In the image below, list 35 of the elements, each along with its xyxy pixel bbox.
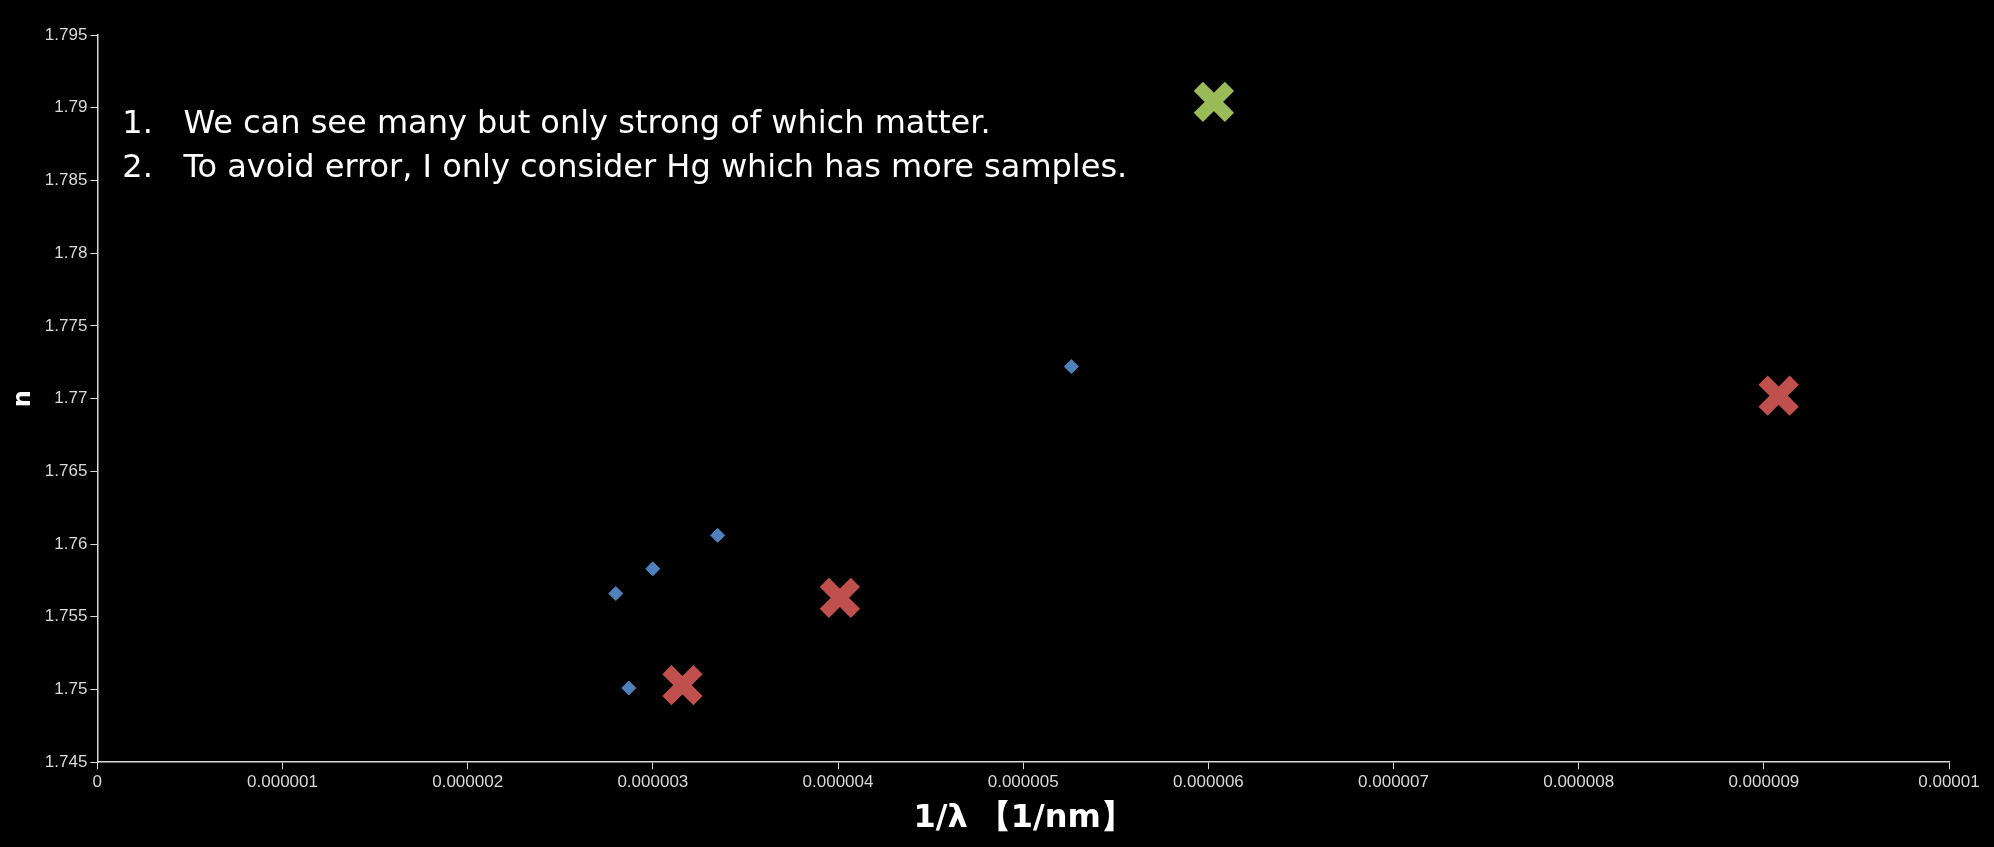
point <box>1756 373 1801 418</box>
y-tick-label: 1.78 <box>54 242 88 262</box>
point <box>1063 359 1079 375</box>
annotation: 1. We can see many but only strong of which matter. <box>122 103 991 142</box>
y-tick-label: 1.77 <box>54 388 88 408</box>
annotation: 2. To avoid error, I only consider Hg which has more samples. <box>122 147 1128 186</box>
point <box>817 575 862 620</box>
point <box>645 561 661 577</box>
y-tick-label: 1.785 <box>44 170 88 190</box>
x-tick-label: 0.000003 <box>617 772 689 792</box>
y-tick-label: 1.775 <box>44 315 88 335</box>
y-tick-label: 1.755 <box>44 606 88 626</box>
y-tick-label: 1.765 <box>44 461 88 481</box>
point <box>608 585 624 601</box>
x-tick-label: 0.000002 <box>432 772 504 792</box>
y-tick-label: 1.745 <box>44 751 88 771</box>
x-tick-label: 0.000009 <box>1728 772 1800 792</box>
point <box>660 663 705 708</box>
x-tick-label: 0.000001 <box>247 772 318 792</box>
x-tick-label: 0.00001 <box>1918 772 1980 792</box>
point <box>710 527 726 543</box>
x-tick-label: 0.000007 <box>1358 772 1429 792</box>
x-tick-label: 0.000008 <box>1543 772 1615 792</box>
x-axis-title: 1/λ 【1/nm】 <box>913 797 1133 836</box>
y-tick-label: 1.795 <box>44 24 88 44</box>
y-tick-label: 1.76 <box>54 533 88 553</box>
x-tick-label: 0 <box>92 772 103 792</box>
x-tick-label: 0.000004 <box>802 772 874 792</box>
y-tick-label: 1.75 <box>54 679 88 699</box>
x-tick-label: 0.000005 <box>987 772 1059 792</box>
y-tick-label: 1.79 <box>54 97 88 117</box>
point <box>621 680 637 696</box>
y-axis-title: n <box>7 390 36 408</box>
x-tick-label: 0.000006 <box>1172 772 1244 792</box>
point <box>1191 79 1236 124</box>
